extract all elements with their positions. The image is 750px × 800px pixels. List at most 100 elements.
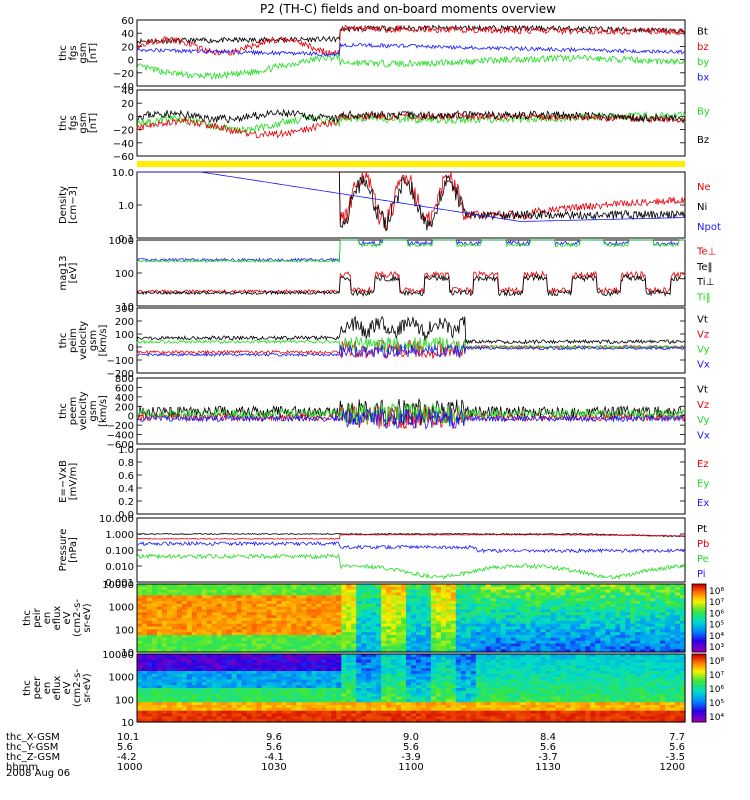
spectro-cell: [490, 676, 497, 681]
spectro-cell: [176, 595, 183, 599]
spectro-cell: [450, 679, 457, 683]
spectro-cell: [565, 693, 571, 698]
spectro-cell: [510, 705, 517, 709]
spectro-cell: [186, 688, 193, 692]
spectro-cell: [331, 584, 337, 588]
spectro-cell: [421, 705, 427, 709]
spectro-cell: [505, 623, 512, 628]
spectro-cell: [236, 699, 243, 703]
spectro-cell: [271, 640, 278, 645]
spectro-cell: [416, 696, 422, 700]
spectro-cell: [356, 693, 362, 698]
spectro-cell: [301, 679, 307, 683]
spectro-cell: [176, 603, 183, 608]
spectro-cell: [176, 688, 183, 692]
spectro-cell: [530, 654, 537, 658]
spectro-cell: [161, 618, 168, 622]
spectro-cell: [256, 598, 263, 602]
spectro-cell: [515, 609, 522, 613]
spectro-cell: [276, 584, 283, 588]
spectro-cell: [341, 676, 347, 681]
spectro-cell: [371, 671, 377, 675]
panel-2-ytick: 0: [128, 112, 134, 123]
spectro-cell: [341, 609, 347, 613]
spectro-cell: [216, 629, 223, 633]
spectro-cell: [326, 671, 332, 675]
spectro-cell: [241, 620, 248, 625]
spectro-cell: [321, 598, 327, 602]
spectro-cell: [291, 595, 297, 599]
spectro-cell: [166, 620, 173, 625]
spectro-cell: [326, 659, 332, 664]
spectro-cell: [366, 662, 372, 666]
spectro-cell: [540, 598, 547, 602]
spectro-cell: [475, 649, 482, 653]
spectro-cell: [560, 662, 567, 666]
spectro-cell: [421, 595, 427, 599]
spectro-cell: [156, 699, 163, 703]
spectro-cell: [311, 601, 317, 605]
spectro-cell: [291, 682, 297, 686]
spectro-cell: [401, 592, 407, 596]
spectro-cell: [276, 592, 283, 596]
spectro-cell: [406, 612, 412, 616]
spectro-cell: [176, 620, 183, 625]
spectro-cell: [430, 595, 437, 599]
spectro-cell: [585, 632, 591, 636]
spectro-cell: [640, 592, 646, 596]
spectro-cell: [216, 606, 223, 611]
spectro-cell: [515, 649, 522, 653]
spectro-cell: [425, 612, 432, 616]
spectro-cell: [665, 643, 671, 647]
spectro-cell: [181, 707, 188, 712]
spectro-cell: [510, 609, 517, 613]
spectro-cell: [281, 679, 288, 683]
spectro-cell: [266, 612, 273, 616]
spectro-cell: [505, 584, 512, 588]
spectro-cell: [515, 719, 522, 723]
spectro-cell: [445, 654, 452, 658]
spectro-cell: [680, 606, 686, 611]
spectro-cell: [181, 635, 188, 639]
spectro-cell: [540, 693, 547, 698]
spectro-cell: [281, 646, 288, 650]
spectro-cell: [291, 612, 297, 616]
spectro-cell: [615, 584, 621, 588]
spectro-cell: [650, 603, 656, 608]
spectro-cell: [630, 609, 636, 613]
spectro-cell: [515, 637, 522, 642]
spectro-cell: [495, 705, 502, 709]
spectro-cell: [236, 662, 243, 666]
spectro-cell: [321, 615, 327, 619]
spectro-cell: [675, 646, 681, 650]
spectro-cell: [490, 688, 497, 692]
spectro-cell: [296, 646, 302, 650]
spectro-cell: [560, 699, 567, 703]
spectro-cell: [500, 710, 507, 715]
spectro-cell: [211, 676, 218, 681]
spectro-cell: [381, 671, 387, 675]
spectro-cell: [271, 649, 278, 653]
spectro-cell: [460, 606, 467, 611]
spectro-cell: [475, 606, 482, 611]
spectro-cell: [296, 685, 302, 689]
spectro-cell: [440, 601, 447, 605]
spectro-cell: [281, 716, 288, 720]
spectro-cell: [206, 586, 213, 591]
spectro-cell: [341, 626, 347, 630]
spectro-cell: [386, 601, 392, 605]
spectro-cell: [306, 629, 312, 633]
spectro-cell: [421, 656, 427, 661]
spectro-cell: [211, 671, 218, 675]
spectro-cell: [137, 615, 143, 619]
spectro-cell: [142, 654, 148, 658]
spectro-cell: [276, 632, 283, 636]
spectro-cell: [525, 618, 532, 622]
spectro-cell: [321, 665, 327, 669]
spectro-cell: [470, 662, 477, 666]
spectro-cell: [171, 640, 178, 645]
spectro-cell: [151, 589, 158, 594]
spectro-cell: [351, 710, 357, 715]
spectro-cell: [156, 705, 163, 709]
spectro-cell: [545, 612, 552, 616]
